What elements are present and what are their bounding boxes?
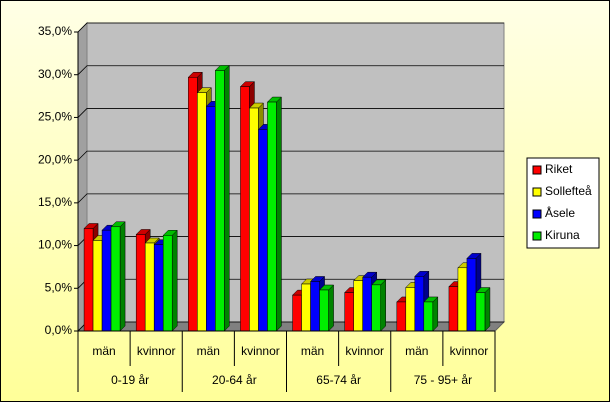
y-tick-label: 30,0% — [38, 67, 72, 81]
x-tick-label: män — [197, 344, 220, 358]
group-label: 75 - 95+ år — [414, 373, 472, 387]
bar — [310, 281, 320, 332]
bar — [362, 276, 372, 332]
legend-swatch — [532, 187, 542, 197]
bar-side — [171, 229, 178, 332]
grid-line — [77, 65, 504, 75]
bar — [162, 235, 173, 332]
bar — [466, 258, 477, 332]
bar — [396, 301, 407, 332]
bar — [405, 287, 416, 332]
x-tick-label: män — [92, 344, 115, 358]
x-tick-label: män — [301, 344, 324, 358]
bar — [153, 244, 164, 332]
legend-swatch — [532, 165, 542, 175]
legend-label: Åsele — [545, 205, 575, 220]
grid-line — [77, 193, 504, 204]
bar — [292, 294, 302, 332]
bar — [371, 284, 381, 332]
bar — [249, 107, 259, 332]
bar — [344, 292, 354, 332]
bar — [423, 301, 434, 332]
bar — [215, 70, 225, 332]
x-tick-label: kvinnor — [137, 344, 176, 358]
x-tick-label: män — [405, 344, 428, 358]
bar — [301, 283, 311, 332]
bar — [144, 242, 155, 332]
y-tick-label: 0,0% — [45, 323, 73, 337]
x-tick-label: kvinnor — [345, 344, 384, 358]
bar-side — [432, 296, 439, 332]
bar — [206, 106, 216, 332]
bar — [92, 240, 103, 332]
y-tick-label: 10,0% — [38, 238, 72, 252]
bar-side — [276, 96, 282, 332]
bar-side — [119, 221, 126, 332]
legend-label: Kiruna — [545, 228, 580, 242]
bar — [258, 129, 268, 332]
y-tick-label: 15,0% — [38, 195, 72, 209]
bar — [110, 226, 121, 332]
grid-line — [77, 150, 504, 161]
bar — [101, 229, 112, 332]
bar — [457, 267, 468, 332]
legend-swatch — [532, 231, 542, 241]
bar — [135, 234, 146, 332]
legend-label: Riket — [545, 162, 573, 176]
legend-label: Sollefteå — [545, 184, 592, 198]
x-tick-label: kvinnor — [241, 344, 280, 358]
y-tick-label: 35,0% — [38, 24, 72, 38]
y-tick-label: 25,0% — [38, 110, 72, 124]
bar-side — [380, 279, 386, 332]
y-tick-label: 5,0% — [45, 280, 73, 294]
grid-line — [77, 22, 504, 33]
bar-side — [484, 286, 491, 332]
group-label: 65-74 år — [316, 373, 361, 387]
bar — [197, 92, 207, 332]
bar — [475, 292, 486, 332]
bar — [319, 289, 329, 332]
group-label: 20-64 år — [212, 373, 257, 387]
x-tick-label: kvinnor — [450, 344, 489, 358]
bar — [240, 86, 250, 332]
bar-side — [224, 64, 230, 332]
grid-line — [77, 108, 504, 118]
legend-swatch — [532, 209, 542, 219]
y-tick-label: 20,0% — [38, 152, 72, 166]
bar — [448, 286, 459, 332]
bar — [414, 276, 425, 332]
group-label: 0-19 år — [111, 373, 149, 387]
bar — [83, 228, 94, 332]
bar — [188, 77, 198, 332]
bar — [267, 101, 277, 332]
bar-side — [328, 284, 334, 332]
bar — [353, 280, 363, 332]
